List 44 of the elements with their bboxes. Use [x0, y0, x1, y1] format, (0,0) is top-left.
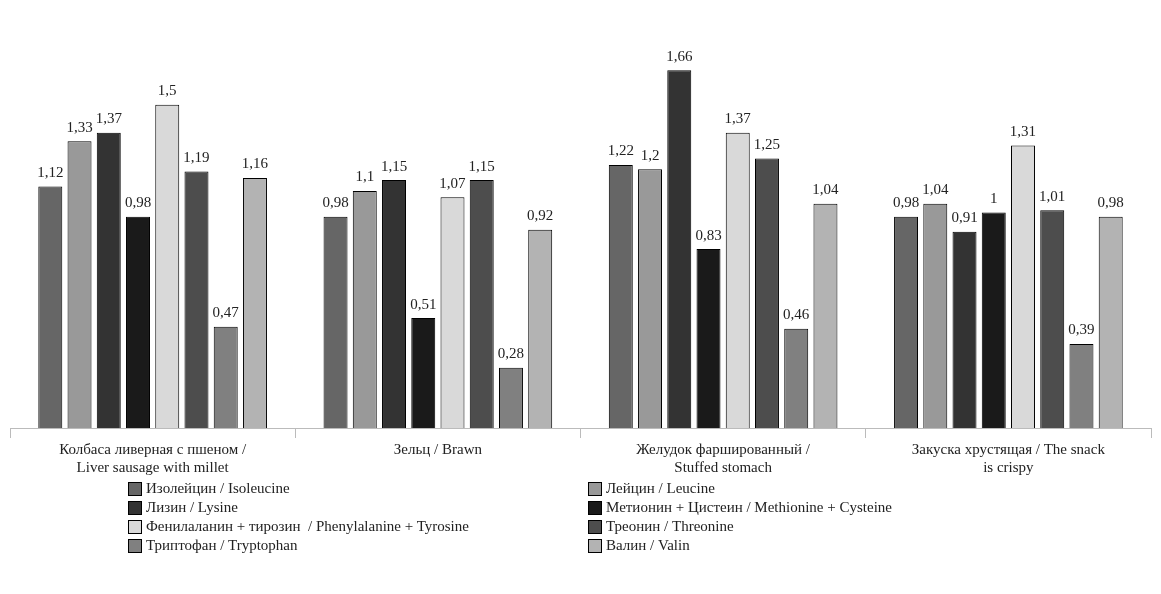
data-label: 0,98	[892, 194, 920, 211]
legend-label: Треонин / Threonine	[605, 518, 735, 535]
x-tick-label: Зельц / Brawn	[393, 440, 483, 457]
data-label: 1,5	[157, 82, 177, 99]
data-label: 0,98	[1097, 194, 1124, 211]
data-label: 1,19	[183, 148, 210, 165]
data-label: 0,47	[212, 304, 240, 321]
legend-label: Фенилаланин + тирозин / Phenylalanine + Tyrosine	[145, 518, 470, 535]
data-label: 0,91	[951, 209, 978, 226]
data-label: 1,15	[380, 157, 408, 174]
x-tick-label: Закуска хрустящая / The snack is crispy	[911, 440, 1106, 475]
data-label: 1,16	[241, 155, 269, 172]
data-label: 1,25	[753, 135, 781, 152]
data-label: 0,98	[322, 194, 349, 211]
legend-label: Триптофан / Tryptophan	[145, 537, 299, 554]
data-label: 1,33	[66, 118, 93, 135]
legend-label: Метионин + Цистеин / Methionine + Cysteine	[605, 499, 893, 516]
data-label: 1,37	[95, 110, 123, 127]
data-label: 1,15	[468, 157, 495, 174]
data-label: 1,22	[607, 142, 634, 159]
data-label: 1,07	[439, 174, 467, 191]
data-label: 1,37	[724, 110, 752, 127]
x-tick-label: Колбаса ливерная с пшеном / Liver sausage with millet	[59, 440, 247, 475]
legend-label: Лейцин / Leucine	[605, 480, 716, 497]
legend-label: Изолейцин / Isoleucine	[145, 480, 291, 497]
data-label: 1,2	[640, 146, 660, 163]
data-label: 0,28	[497, 345, 525, 362]
data-label: 0,92	[527, 207, 554, 224]
data-label: 0,98	[124, 194, 152, 211]
data-label: 1	[990, 189, 998, 206]
data-label: 1,12	[37, 164, 64, 181]
x-tick-label: Желудок фаршированный / Stuffed stomach	[636, 440, 811, 475]
legend-label: Валин / Valin	[605, 537, 691, 554]
data-label: 1,01	[1039, 187, 1066, 204]
data-label: 0,39	[1068, 321, 1095, 338]
data-label: 0,51	[410, 295, 437, 312]
data-label: 1,1	[355, 168, 375, 185]
data-label: 1,04	[922, 181, 949, 198]
data-label: 1,04	[812, 181, 840, 198]
data-label: 1,66	[666, 47, 693, 64]
data-label: 0,46	[783, 306, 810, 323]
data-label: 0,83	[695, 226, 722, 243]
data-label: 1,31	[1009, 123, 1037, 140]
legend-label: Лизин / Lysine	[145, 499, 239, 516]
